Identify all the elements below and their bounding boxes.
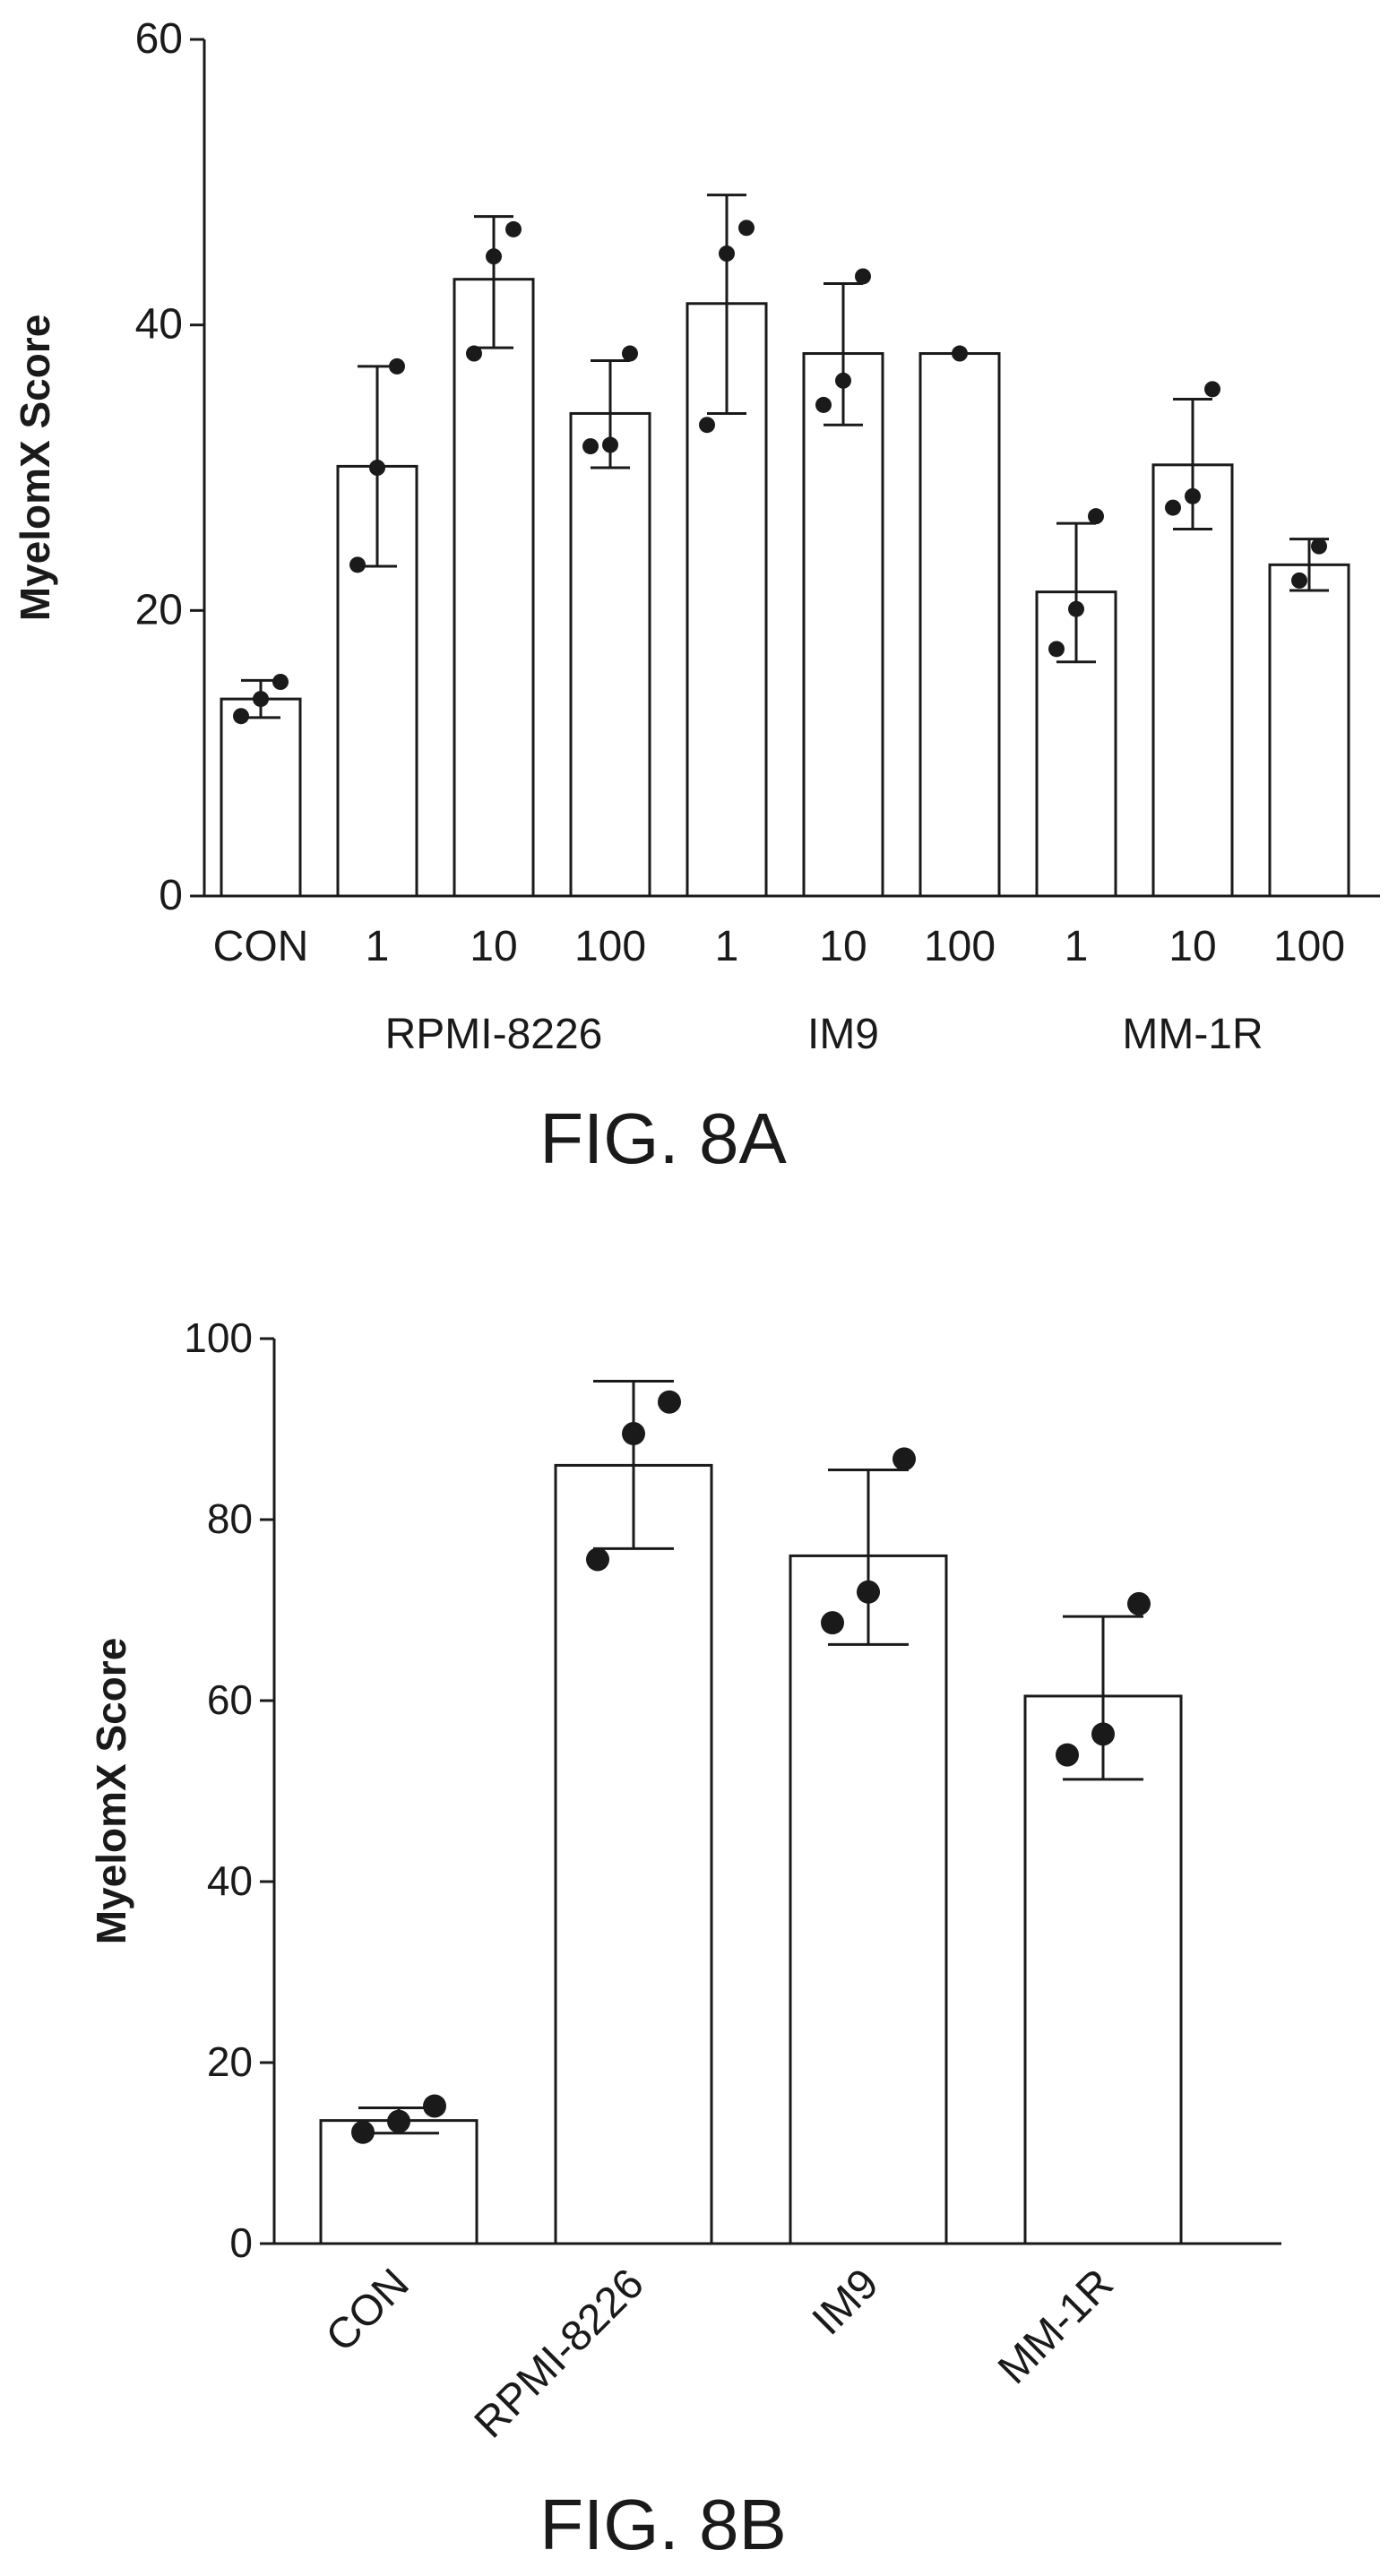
y-tick-label: 40 <box>207 1857 253 1904</box>
data-point <box>658 1390 681 1414</box>
x-category-label: 10 <box>1168 923 1216 970</box>
data-point <box>233 708 249 725</box>
data-point <box>369 460 385 476</box>
y-tick-label: 100 <box>184 1314 253 1361</box>
x-category-label: CON <box>213 923 309 970</box>
data-point <box>1185 487 1201 504</box>
x-group-label: MM-1R <box>1122 1011 1263 1058</box>
data-point <box>1165 499 1181 516</box>
data-point <box>622 1422 645 1446</box>
figure-8a-caption: FIG. 8A <box>539 1098 787 1178</box>
x-category-label: 1 <box>715 923 739 970</box>
data-point <box>586 1547 609 1572</box>
x-group-label: RPMI-8226 <box>385 1011 603 1058</box>
data-point <box>387 2109 410 2133</box>
data-point <box>1311 538 1327 555</box>
data-point <box>505 220 522 237</box>
bar <box>319 2119 479 2245</box>
y-tick-label: 0 <box>159 872 183 919</box>
y-tick-label: 40 <box>135 301 183 349</box>
x-category-label: CON <box>317 2260 418 2361</box>
data-point <box>351 2120 375 2144</box>
x-category-label: 100 <box>924 923 996 970</box>
chart-8a: 0 20 40 60 MyelomX Score CON 1 10 100 1 10 100 1 10 10… <box>12 15 1380 1058</box>
data-point <box>1088 508 1104 525</box>
data-point <box>1068 600 1084 617</box>
bar <box>802 352 884 898</box>
chart-8b: 0 20 40 60 80 100 MyelomX Score CON RPMI-8226 IM9… <box>88 1314 1281 2447</box>
data-point <box>486 248 502 265</box>
data-point <box>602 436 618 453</box>
x-category-label: 100 <box>1273 923 1345 970</box>
bar <box>1268 563 1350 898</box>
data-point <box>272 674 289 690</box>
y-tick-label: 20 <box>135 586 183 633</box>
y-tick-label: 60 <box>135 15 183 63</box>
y-tick-label: 20 <box>207 2038 253 2085</box>
x-category-label: 10 <box>470 923 517 970</box>
data-point <box>466 345 482 362</box>
bar <box>569 411 651 898</box>
x-category-label: RPMI-8226 <box>466 2260 653 2447</box>
data-point <box>855 268 871 285</box>
data-point <box>1048 641 1065 658</box>
x-category-label: 100 <box>574 923 646 970</box>
figure-8b-caption: FIG. 8B <box>539 2485 787 2564</box>
y-axis-label: MyelomX Score <box>88 1638 134 1945</box>
data-point <box>835 372 851 389</box>
data-point <box>1056 1743 1079 1767</box>
data-point <box>423 2094 446 2118</box>
data-point <box>582 438 599 455</box>
y-axis-label: MyelomX Score <box>12 314 58 622</box>
bar <box>789 1554 948 2245</box>
y-tick-label: 80 <box>207 1495 253 1542</box>
x-category-label: 1 <box>366 923 390 970</box>
data-point <box>389 358 405 375</box>
x-group-label: IM9 <box>807 1011 879 1058</box>
data-point <box>1204 381 1220 398</box>
data-point <box>1291 572 1307 589</box>
bar <box>1151 463 1234 898</box>
x-category-label: MM-1R <box>989 2260 1123 2393</box>
data-point <box>1127 1591 1151 1615</box>
y-tick-label: 60 <box>207 1676 253 1723</box>
bar <box>453 278 535 898</box>
data-point <box>699 417 715 434</box>
bar <box>220 697 302 898</box>
data-point <box>622 345 638 362</box>
data-point <box>821 1611 844 1635</box>
data-point <box>952 345 968 362</box>
data-point <box>893 1447 916 1471</box>
data-point <box>815 396 832 413</box>
x-category-label: 1 <box>1065 923 1089 970</box>
data-point <box>719 246 735 262</box>
data-point <box>349 556 366 573</box>
bar <box>918 352 1001 898</box>
y-tick-label: 0 <box>229 2219 253 2266</box>
x-category-label: IM9 <box>804 2260 888 2344</box>
bar <box>554 1463 713 2245</box>
data-point <box>738 220 755 237</box>
data-point <box>1091 1722 1115 1746</box>
data-point <box>253 691 269 708</box>
data-point <box>857 1580 880 1604</box>
x-category-label: 10 <box>819 923 867 970</box>
